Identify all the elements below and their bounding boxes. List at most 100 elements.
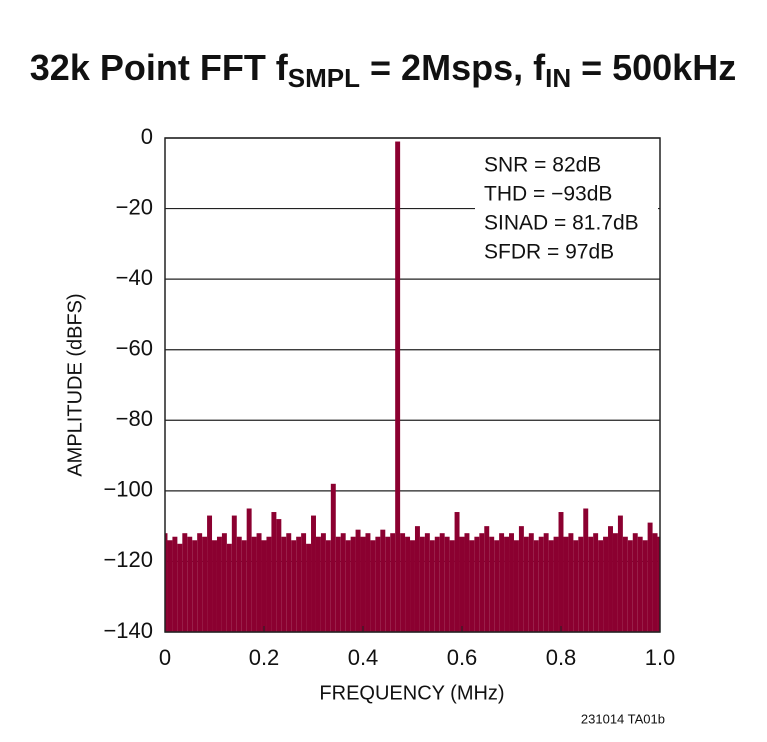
bar [504, 536, 510, 632]
bar [380, 529, 386, 632]
bar [177, 543, 183, 632]
bar [296, 536, 302, 632]
bar [360, 536, 366, 632]
bar [182, 533, 188, 632]
bar [266, 536, 272, 632]
annotation-background [475, 148, 658, 270]
bar [652, 533, 658, 632]
bar [538, 536, 544, 632]
bar [261, 540, 267, 632]
bar [241, 540, 247, 632]
title-subscript: SMPL [288, 63, 360, 93]
bar [311, 515, 316, 632]
x-axis-label: FREQUENCY (MHz) [319, 682, 504, 704]
bar [207, 515, 213, 632]
bar [424, 533, 430, 632]
bar [405, 536, 411, 632]
bar [246, 508, 252, 632]
bar [637, 536, 643, 632]
bar [608, 526, 613, 632]
bar [256, 533, 262, 632]
bar [320, 533, 326, 632]
footnote: 231014 TA01b [581, 711, 665, 726]
y-tick-label: −140 [103, 618, 153, 643]
bar [325, 540, 331, 632]
y-tick-label: 0 [141, 124, 153, 149]
title-part: = 500kHz [571, 47, 736, 88]
bar [464, 533, 470, 632]
bar [484, 526, 490, 632]
bar [657, 536, 660, 632]
bar [518, 526, 524, 632]
bar [315, 536, 321, 632]
bar [385, 536, 391, 632]
bar [365, 533, 371, 632]
bar [454, 512, 460, 632]
bar [251, 536, 257, 632]
bar [350, 536, 356, 632]
bar [400, 533, 406, 632]
bar [212, 540, 217, 632]
bar [197, 533, 203, 632]
bar [543, 533, 549, 632]
bar [578, 536, 584, 632]
bar [226, 543, 232, 632]
y-tick-label: −100 [103, 477, 153, 502]
bar [355, 529, 361, 632]
bar [276, 519, 282, 632]
bar [642, 540, 648, 632]
bar [449, 540, 455, 632]
bar [499, 533, 505, 632]
bar [632, 533, 638, 632]
bar [419, 536, 425, 632]
bar [558, 512, 564, 632]
annotation: SNR = 82dB [484, 154, 601, 177]
bar [612, 533, 618, 632]
bar [172, 536, 178, 632]
bar [429, 540, 435, 632]
bar [301, 533, 307, 632]
bar [335, 536, 341, 632]
bar [390, 533, 396, 632]
bar [216, 536, 222, 632]
title-part: 32k Point FFT f [30, 47, 289, 88]
bar [598, 540, 604, 632]
bar [593, 533, 599, 632]
bar [617, 515, 623, 632]
title-subscript: IN [545, 63, 571, 93]
bar [202, 536, 208, 632]
bar [281, 536, 287, 632]
bars [165, 141, 660, 632]
bar [568, 533, 574, 632]
bar [627, 540, 633, 632]
bar [583, 508, 589, 632]
bar [165, 533, 168, 632]
bar [192, 540, 198, 632]
bar [588, 536, 594, 632]
x-tick-label: 1.0 [645, 645, 676, 670]
y-tick-label: −80 [116, 406, 153, 431]
bar [395, 141, 401, 632]
y-tick-label: −120 [103, 547, 153, 572]
bar [469, 540, 475, 632]
bar [622, 536, 628, 632]
y-tick-label: −40 [116, 265, 153, 290]
annotation: SINAD = 81.7dB [484, 212, 639, 235]
x-tick-label: 0.8 [546, 645, 577, 670]
y-axis-label: AMPLITUDE (dBFS) [64, 293, 86, 476]
bar [375, 536, 381, 632]
bar [523, 536, 529, 632]
x-tick-label: 0.2 [249, 645, 280, 670]
bar [330, 483, 336, 632]
bar [494, 540, 500, 632]
annotation: THD = −93dB [484, 183, 612, 206]
annotation: SFDR = 97dB [484, 241, 614, 264]
bar [513, 540, 519, 632]
x-tick-label: 0.6 [447, 645, 478, 670]
bar [533, 540, 539, 632]
title-part: = 2Msps, f [360, 47, 546, 88]
bar [528, 533, 534, 632]
bar [414, 526, 420, 632]
bar [271, 512, 277, 632]
